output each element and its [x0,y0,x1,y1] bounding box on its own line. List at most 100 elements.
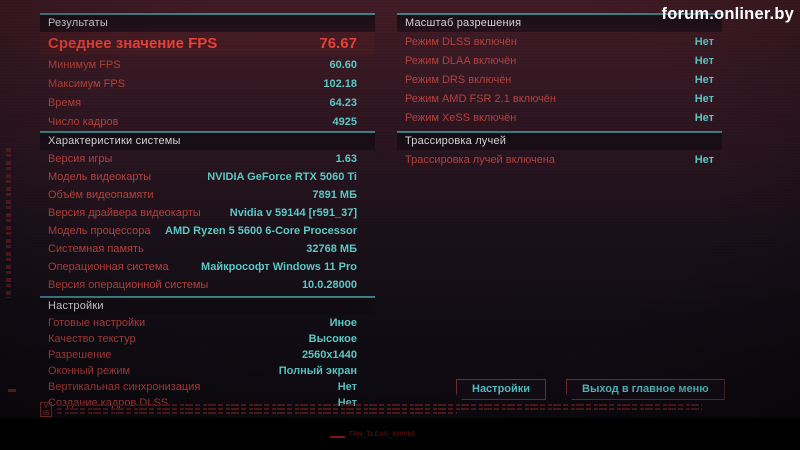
watermark-text: forum.onliner.by [661,5,794,23]
row-label: Разрешение [48,349,112,361]
stat-row: Режим AMD FSR 2.1 включён Нет [397,89,722,108]
section-header-results: Результаты [40,13,375,32]
system-rows: Версия игры 1.63 Модель видеокарты NVIDIA G… [40,150,375,294]
results-section: Результаты Среднее значение FPS 76.67 Ми… [40,13,375,131]
row-value: Иное [329,317,357,329]
action-buttons: Настройки Выход в главное меню [456,379,725,400]
stat-row: Максимум FPS 102.18 [40,74,375,93]
section-header-resolution-scale: Масштаб разрешения [397,13,722,32]
row-value: Высокое [308,333,357,345]
fineprint-line [57,404,702,406]
row-label: Создание кадров DLSS [48,397,169,409]
row-value: Нет [337,381,357,393]
row-label: Качество текстур [48,333,136,345]
results-rows: Минимум FPS 60.60 Максимум FPS 102.18 Время 6… [40,55,375,131]
stat-row: Оконный режим Полный экран [40,363,375,379]
stat-row: Вертикальная синхронизация Нет [40,379,375,395]
row-value: Майкрософт Windows 11 Pro [201,261,357,273]
resolution-scale-rows: Режим DLSS включён Нет Режим DLAA включён Н… [397,32,722,127]
row-label: Модель видеокарты [48,171,152,183]
row-label: Версия драйвера видеокарты [48,207,201,219]
stat-row: Число кадров 4925 [40,112,375,131]
stat-row: Версия операционной системы 10.0.28000 [40,276,375,294]
stat-row: Системная память 32768 МБ [40,240,375,258]
row-label: Режим DLSS включён [405,35,517,48]
row-value: NVIDIA GeForce RTX 5060 Ti [207,171,357,183]
row-value: Нет [694,153,714,166]
left-edge-tick [8,389,16,392]
debug-tag-dash [330,436,345,438]
section-header-settings: Настройки [40,296,375,315]
version-badge-top: V [43,404,48,410]
row-label: Версия операционной системы [48,279,209,291]
average-fps-value: 76.67 [319,35,357,52]
row-label: Режим XeSS включён [405,111,517,124]
row-value: Нет [694,54,714,67]
settings-rows: Готовые настройки Иное Качество текстур Выс… [40,315,375,411]
fineprint-text-block [57,404,702,416]
stat-row: Режим DRS включён Нет [397,70,722,89]
row-value: 2560x1440 [301,349,357,361]
stat-row: Модель процессора AMD Ryzen 5 5600 6-Core… [40,222,375,240]
row-label: Оконный режим [48,365,131,377]
row-label: Вертикальная синхронизация [48,381,201,393]
exit-to-main-menu-button[interactable]: Выход в главное меню [566,379,725,400]
row-label: Режим DRS включён [405,73,512,86]
resolution-scale-section: Масштаб разрешения Режим DLSS включён Нет… [397,13,722,127]
stat-row: Объём видеопамяти 7891 МБ [40,186,375,204]
stat-row: Время 64.23 [40,93,375,112]
row-value: 7891 МБ [312,189,357,201]
stat-row: Минимум FPS 60.60 [40,55,375,74]
row-label: Число кадров [48,115,119,128]
row-label: Объём видеопамяти [48,189,154,201]
settings-button[interactable]: Настройки [456,379,546,400]
row-value: 32768 МБ [306,243,357,255]
row-label: Минимум FPS [48,58,121,71]
left-edge-decor-text [6,148,11,298]
section-header-system: Характеристики системы [40,131,375,150]
row-label: Операционная система [48,261,169,273]
row-value: 60.60 [329,58,357,71]
row-value: Нет [694,92,714,105]
section-header-ray-tracing: Трассировка лучей [397,131,722,150]
debug-tag-text: TRN_TLCAS_800095 [349,432,416,438]
stat-row: Разрешение 2560x1440 [40,347,375,363]
stat-row: Модель видеокарты NVIDIA GeForce RTX 5060… [40,168,375,186]
left-column: Результаты Среднее значение FPS 76.67 Ми… [40,13,375,411]
row-label: Режим DLAA включён [405,54,517,67]
stat-row: Режим DLSS включён Нет [397,32,722,51]
fineprint-line [57,408,702,410]
version-badge-bottom: 05 [42,410,50,417]
fineprint-line [57,412,457,414]
row-value: AMD Ryzen 5 5600 6-Core Processor [165,225,357,237]
row-value: Нет [694,111,714,124]
average-fps-row: Среднее значение FPS 76.67 [40,32,375,55]
row-value: Нет [337,397,357,409]
stat-row: Качество текстур Высокое [40,331,375,347]
stat-row: Готовые настройки Иное [40,315,375,331]
row-value: 1.63 [335,153,357,165]
stat-row: Режим XeSS включён Нет [397,108,722,127]
stat-row: Операционная система Майкрософт Windows 1… [40,258,375,276]
row-label: Модель процессора [48,225,151,237]
row-value: Нет [694,73,714,86]
row-label: Версия игры [48,153,113,165]
row-value: 64.23 [329,96,357,109]
stat-row: Версия драйвера видеокарты Nvidia v 59144… [40,204,375,222]
average-fps-label: Среднее значение FPS [48,35,218,52]
right-column: Масштаб разрешения Режим DLSS включён Нет… [397,13,722,169]
row-label: Трассировка лучей включена [405,153,556,166]
system-section: Характеристики системы Версия игры 1.63 Мо… [40,131,375,294]
row-value: Полный экран [278,365,357,377]
row-value: Nvidia v 59144 [r591_37] [229,207,357,219]
ray-tracing-section: Трассировка лучей Трассировка лучей вклю… [397,131,722,169]
stat-row: Создание кадров DLSS Нет [40,395,375,411]
version-badge: V 05 [40,402,52,417]
row-value: 102.18 [323,77,357,90]
stat-row: Трассировка лучей включена Нет [397,150,722,169]
row-label: Режим AMD FSR 2.1 включён [405,92,557,105]
stat-row: Версия игры 1.63 [40,150,375,168]
row-label: Системная память [48,243,144,255]
row-value: Нет [694,35,714,48]
